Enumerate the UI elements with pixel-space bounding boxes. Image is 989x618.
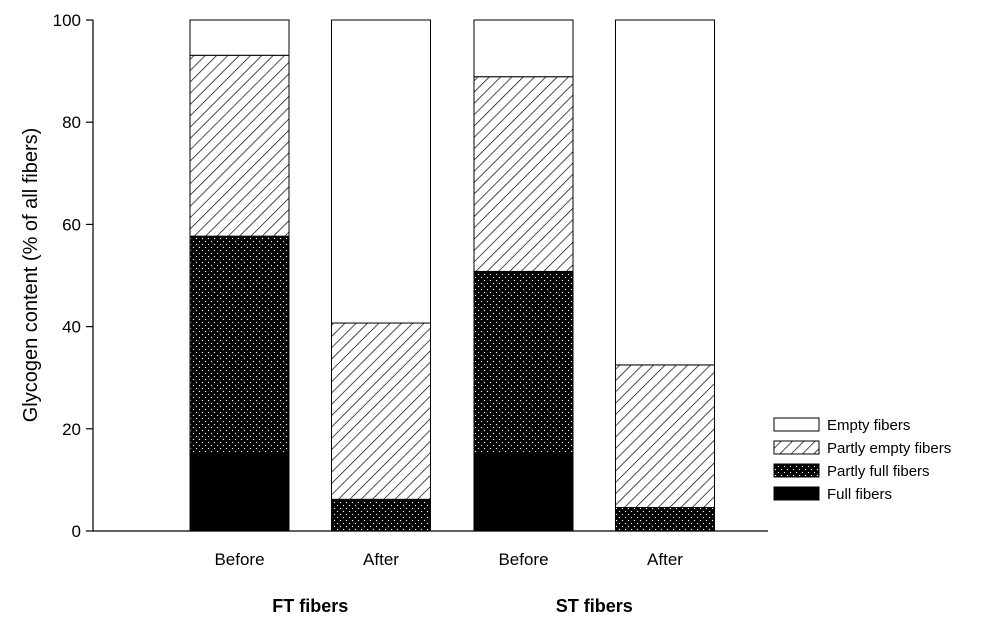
- legend-swatch-empty-fibers: [773, 417, 820, 432]
- legend-swatch-partly-empty-fibers: [773, 440, 820, 455]
- bar-segment-partly-empty-fibers-3: [473, 76, 574, 272]
- y-tick-label: 80: [62, 113, 81, 132]
- y-axis-title: Glycogen content (% of all fibers): [20, 128, 42, 423]
- bars-layer: [189, 19, 715, 532]
- bar-segment-full-fibers-1: [189, 453, 290, 532]
- legend-swatch-partly-full-fibers: [773, 463, 820, 478]
- bar-segment-partly-full-fibers-1: [189, 235, 290, 455]
- bar-segment-empty-fibers-1: [189, 19, 290, 56]
- group-labels: FT fibers ST fibers: [272, 596, 633, 616]
- legend-label-partly-empty-fibers: Partly empty fibers: [827, 440, 951, 457]
- y-tick-label: 100: [53, 11, 81, 30]
- legend-label-full-fibers: Full fibers: [827, 486, 892, 503]
- bar-segment-partly-full-fibers-4: [615, 506, 715, 532]
- legend-swatch-full-fibers: [773, 486, 820, 501]
- bar-segment-partly-full-fibers-3: [473, 270, 574, 455]
- bar-segment-empty-fibers-4: [615, 19, 715, 366]
- legend-label-partly-full-fibers: Partly full fibers: [827, 463, 930, 480]
- x-tick-labels: Before After Before After: [214, 550, 683, 569]
- group-label-st-fibers: ST fibers: [556, 596, 633, 616]
- bar-segment-partly-empty-fibers-4: [615, 364, 715, 508]
- axes: [92, 20, 768, 532]
- x-tick-label: After: [363, 550, 399, 569]
- y-tick-label: 40: [62, 318, 81, 337]
- y-tick-label: 60: [62, 215, 81, 234]
- legend-label-empty-fibers: Empty fibers: [827, 417, 910, 434]
- y-ticks: 0 20 40 60 80 100: [53, 11, 93, 541]
- bar-segment-empty-fibers-2: [331, 19, 431, 324]
- legend: Empty fibers Partly empty fibers Partly fu…: [773, 417, 951, 503]
- x-tick-label: After: [647, 550, 683, 569]
- group-label-ft-fibers: FT fibers: [272, 596, 348, 616]
- x-tick-label: Before: [498, 550, 548, 569]
- bar-segment-empty-fibers-3: [473, 19, 574, 78]
- bar-segment-partly-full-fibers-2: [331, 498, 431, 532]
- bar-segment-partly-empty-fibers-2: [331, 322, 431, 500]
- bar-segment-partly-empty-fibers-1: [189, 54, 290, 237]
- y-tick-label: 0: [72, 522, 81, 541]
- bar-segment-full-fibers-3: [473, 453, 574, 532]
- y-tick-label: 20: [62, 420, 81, 439]
- x-tick-label: Before: [214, 550, 264, 569]
